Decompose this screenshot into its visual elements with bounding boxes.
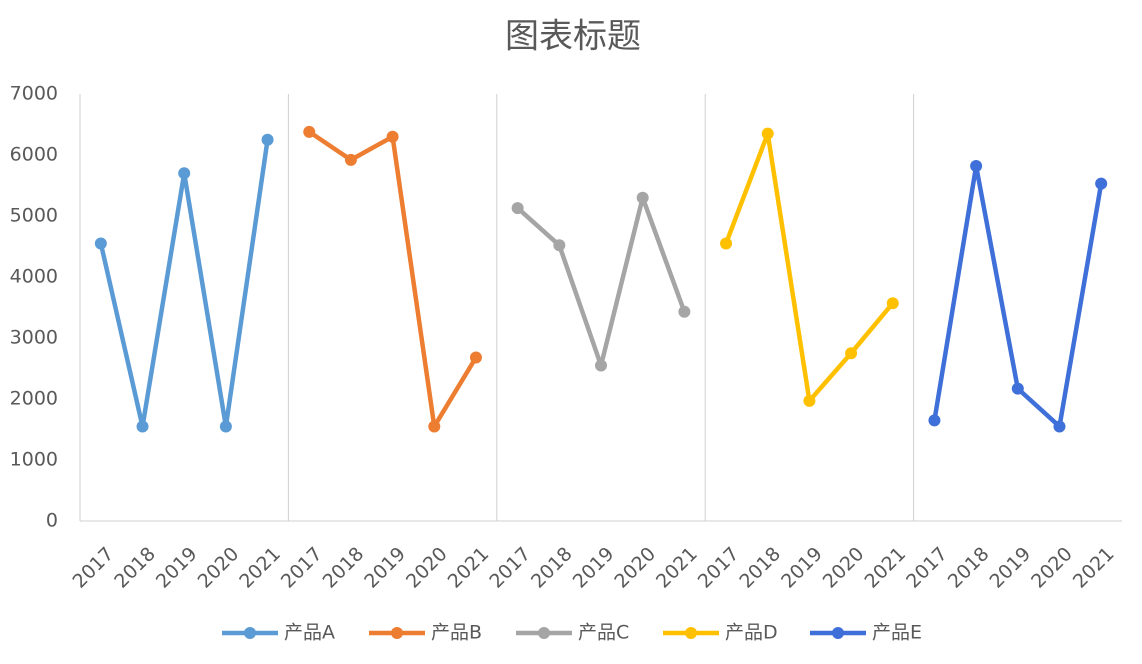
point bbox=[678, 305, 691, 318]
x-tick-label: 2020 bbox=[194, 543, 244, 593]
legend-label: 产品B bbox=[431, 622, 482, 644]
point bbox=[303, 125, 316, 138]
point bbox=[1011, 382, 1024, 395]
x-tick-label: 2018 bbox=[735, 543, 785, 593]
point bbox=[94, 237, 107, 250]
point bbox=[428, 420, 441, 433]
y-tick-label: 0 bbox=[46, 510, 58, 532]
y-tick-label: 4000 bbox=[10, 266, 58, 288]
point bbox=[845, 347, 858, 360]
legend-marker bbox=[391, 627, 403, 639]
point bbox=[928, 414, 941, 427]
y-tick-label: 1000 bbox=[10, 449, 58, 471]
legend-label: 产品A bbox=[284, 622, 335, 644]
point bbox=[886, 297, 899, 310]
x-tick-label: 2018 bbox=[944, 543, 994, 593]
x-tick-label: 2020 bbox=[610, 543, 660, 593]
x-tick-label: 2019 bbox=[569, 543, 619, 593]
series-line bbox=[98, 139, 270, 429]
point bbox=[970, 159, 983, 172]
x-tick-label: 2021 bbox=[652, 543, 702, 593]
x-tick-label: 2020 bbox=[819, 543, 869, 593]
y-tick-label: 2000 bbox=[10, 388, 58, 410]
x-tick-label: 2017 bbox=[277, 543, 327, 593]
x-tick-label: 2018 bbox=[110, 543, 160, 593]
x-tick-label: 2021 bbox=[444, 543, 494, 593]
legend-label: 产品C bbox=[578, 622, 629, 644]
point bbox=[178, 167, 191, 180]
legend-marker bbox=[832, 627, 844, 639]
legend-marker bbox=[685, 627, 697, 639]
point bbox=[553, 239, 566, 252]
x-tick-label: 2020 bbox=[402, 543, 452, 593]
x-tick-label: 2020 bbox=[1027, 543, 1077, 593]
legend-marker bbox=[538, 627, 550, 639]
point bbox=[511, 202, 524, 215]
point bbox=[1053, 420, 1066, 433]
legend-label: 产品E bbox=[872, 622, 922, 644]
point bbox=[136, 420, 149, 433]
point bbox=[636, 191, 649, 204]
point bbox=[761, 127, 774, 140]
y-tick-label: 7000 bbox=[10, 83, 58, 105]
point bbox=[595, 359, 607, 372]
chart-title: 图表标题 bbox=[505, 17, 641, 57]
x-tick-label: 2019 bbox=[360, 543, 410, 593]
point bbox=[720, 237, 733, 250]
point bbox=[219, 420, 232, 433]
y-tick-label: 3000 bbox=[10, 327, 58, 349]
x-tick-label: 2017 bbox=[694, 543, 744, 593]
x-tick-label: 2017 bbox=[902, 543, 952, 593]
y-tick-label: 5000 bbox=[10, 205, 58, 227]
point bbox=[1095, 177, 1108, 190]
series-line bbox=[723, 131, 895, 404]
legend-marker bbox=[244, 627, 256, 639]
y-tick-label: 6000 bbox=[10, 144, 58, 166]
x-tick-label: 2021 bbox=[1069, 543, 1119, 593]
x-tick-label: 2017 bbox=[485, 543, 535, 593]
legend-label: 产品D bbox=[725, 622, 778, 644]
x-tick-label: 2019 bbox=[152, 543, 202, 593]
x-tick-label: 2021 bbox=[235, 543, 285, 593]
point bbox=[261, 133, 274, 146]
x-tick-label: 2019 bbox=[985, 543, 1035, 593]
x-tick-label: 2018 bbox=[319, 543, 369, 593]
x-tick-label: 2017 bbox=[69, 543, 119, 593]
series-line bbox=[307, 129, 478, 429]
series-line bbox=[516, 195, 687, 368]
x-tick-label: 2021 bbox=[860, 543, 910, 593]
x-tick-label: 2019 bbox=[777, 543, 827, 593]
point bbox=[386, 130, 399, 143]
point bbox=[469, 351, 482, 364]
point bbox=[344, 153, 357, 166]
x-tick-label: 2018 bbox=[527, 543, 577, 593]
point bbox=[803, 394, 816, 407]
